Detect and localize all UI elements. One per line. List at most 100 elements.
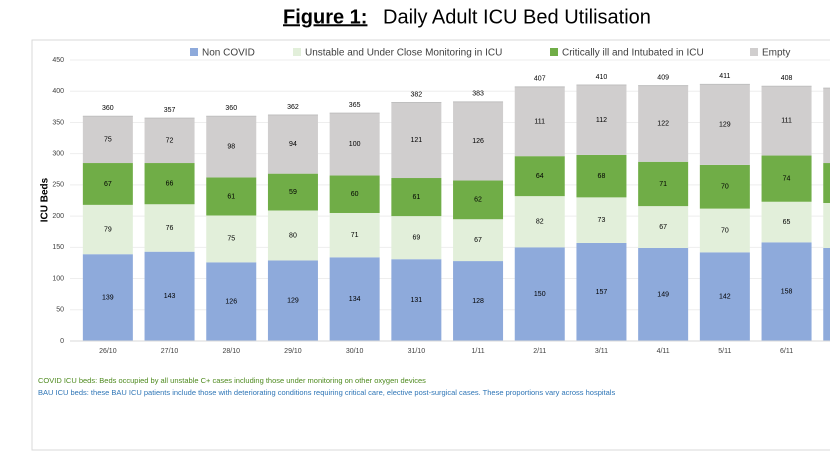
bar-segment bbox=[823, 88, 830, 164]
bar-segment bbox=[391, 102, 442, 179]
data-label: 157 bbox=[596, 289, 608, 296]
footnote: COVID ICU beds: Beds occupied by all uns… bbox=[38, 376, 426, 385]
data-label: 75 bbox=[227, 236, 235, 243]
total-label: 357 bbox=[164, 107, 176, 114]
total-label: 411 bbox=[719, 73, 730, 80]
bar-segment bbox=[823, 247, 830, 341]
bar-segment bbox=[638, 206, 689, 248]
data-label: 71 bbox=[659, 181, 667, 188]
total-label: 407 bbox=[534, 76, 546, 83]
legend-swatch bbox=[293, 48, 301, 56]
y-tick-label: 100 bbox=[52, 275, 64, 282]
legend-label: Empty bbox=[762, 48, 790, 59]
bar-segment bbox=[453, 219, 504, 262]
y-tick-label: 0 bbox=[60, 338, 64, 345]
bar-segment bbox=[576, 154, 627, 198]
bar-segment bbox=[267, 210, 318, 261]
bar-segment bbox=[453, 180, 504, 220]
bar-segment bbox=[453, 261, 504, 341]
data-label: 67 bbox=[659, 224, 667, 231]
legend-swatch bbox=[190, 48, 198, 56]
footnote: BAU ICU beds: these BAU ICU patients inc… bbox=[38, 388, 615, 397]
bar-segment bbox=[514, 156, 565, 197]
data-label: 69 bbox=[412, 234, 420, 241]
data-label: 142 bbox=[719, 294, 731, 301]
data-label: 70 bbox=[721, 184, 729, 191]
data-label: 67 bbox=[104, 181, 112, 188]
data-label: 150 bbox=[534, 291, 546, 298]
bar-segment bbox=[761, 242, 812, 341]
y-tick-label: 50 bbox=[56, 307, 64, 314]
data-label: 61 bbox=[227, 193, 235, 200]
x-tick-label: 3/11 bbox=[595, 348, 608, 355]
x-tick-label: 26/10 bbox=[99, 348, 117, 355]
bar-segment bbox=[453, 101, 504, 181]
data-label: 134 bbox=[349, 296, 361, 303]
bar-segment bbox=[391, 178, 442, 217]
total-label: 362 bbox=[287, 104, 299, 111]
data-label: 111 bbox=[534, 118, 545, 125]
legend-label: Non COVID bbox=[202, 48, 255, 59]
legend-label: Unstable and Under Close Monitoring in I… bbox=[305, 48, 502, 59]
total-label: 410 bbox=[596, 74, 608, 81]
bar-segment bbox=[82, 204, 133, 255]
bar-segment bbox=[144, 251, 195, 341]
bar-segment bbox=[761, 86, 812, 156]
x-tick-label: 6/11 bbox=[780, 348, 793, 355]
y-tick-label: 150 bbox=[52, 244, 64, 251]
bar-segment bbox=[576, 242, 627, 341]
data-label: 100 bbox=[349, 141, 361, 148]
bar-segment bbox=[206, 116, 257, 178]
y-tick-label: 450 bbox=[52, 57, 64, 64]
bar-segment bbox=[206, 215, 257, 263]
bar-segment bbox=[144, 163, 195, 205]
data-label: 59 bbox=[289, 189, 297, 196]
bar-segment bbox=[391, 216, 442, 260]
data-label: 72 bbox=[166, 137, 174, 144]
bar-segment bbox=[576, 197, 627, 243]
data-label: 61 bbox=[412, 194, 420, 201]
data-label: 64 bbox=[536, 173, 544, 180]
x-tick-label: 4/11 bbox=[657, 348, 670, 355]
data-label: 79 bbox=[104, 226, 112, 233]
data-label: 67 bbox=[474, 237, 482, 244]
bar-segment bbox=[329, 257, 380, 341]
data-label: 75 bbox=[104, 136, 112, 143]
bar-segment bbox=[82, 116, 133, 164]
x-tick-label: 30/10 bbox=[346, 348, 364, 355]
data-label: 143 bbox=[164, 293, 176, 300]
bar-segment bbox=[699, 208, 750, 253]
data-label: 70 bbox=[721, 227, 729, 234]
bar-segment bbox=[82, 254, 133, 341]
chart-title: Daily Adult ICU Bed Utilisation bbox=[383, 6, 651, 28]
total-label: 409 bbox=[657, 74, 669, 81]
data-label: 94 bbox=[289, 141, 297, 148]
x-tick-label: 29/10 bbox=[284, 348, 302, 355]
data-label: 76 bbox=[166, 225, 174, 232]
data-label: 131 bbox=[411, 297, 423, 304]
legend-swatch bbox=[750, 48, 758, 56]
bar-segment bbox=[267, 114, 318, 174]
y-tick-label: 400 bbox=[52, 88, 64, 95]
bar-segment bbox=[391, 259, 442, 341]
data-label: 68 bbox=[598, 173, 606, 180]
bar-segment bbox=[638, 247, 689, 341]
data-label: 126 bbox=[472, 138, 484, 145]
bar-segment bbox=[206, 177, 257, 216]
legend-swatch bbox=[550, 48, 558, 56]
total-label: 408 bbox=[781, 75, 793, 82]
data-label: 82 bbox=[536, 219, 544, 226]
bar-segment bbox=[699, 84, 750, 165]
total-label: 382 bbox=[411, 91, 423, 98]
total-label: 365 bbox=[349, 102, 361, 109]
data-label: 111 bbox=[781, 118, 792, 125]
data-label: 65 bbox=[783, 219, 791, 226]
bar-segment bbox=[206, 262, 257, 341]
bar-segment bbox=[638, 161, 689, 207]
bar-segment bbox=[514, 247, 565, 341]
data-label: 139 bbox=[102, 294, 114, 301]
bar-segment bbox=[267, 173, 318, 211]
data-label: 66 bbox=[166, 180, 174, 187]
data-label: 112 bbox=[596, 117, 607, 124]
